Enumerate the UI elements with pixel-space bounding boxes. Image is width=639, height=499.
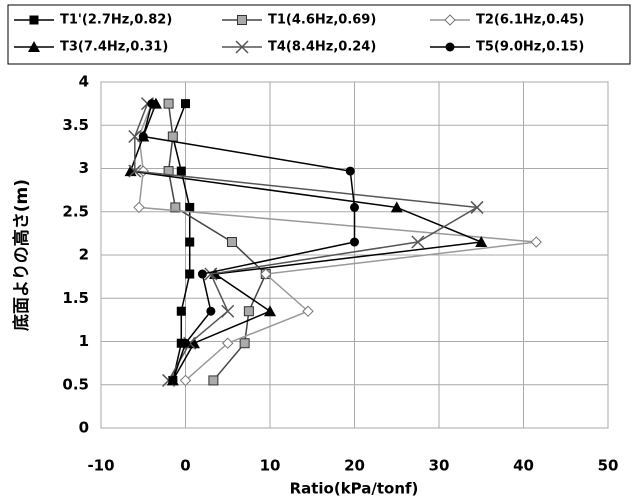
y-tick-label: 2.5 (62, 202, 89, 220)
marker (237, 15, 247, 25)
marker (138, 131, 148, 141)
marker (176, 166, 186, 176)
legend-label: T3(7.4Hz,0.31) (60, 40, 168, 55)
marker (470, 200, 484, 214)
legend-box (7, 4, 631, 65)
marker (226, 237, 237, 248)
x-tick-label: 0 (180, 457, 190, 475)
marker (302, 305, 314, 317)
y-tick-label: 3 (79, 159, 89, 177)
marker (206, 306, 216, 316)
y-tick-label: 1.5 (62, 289, 89, 307)
marker (350, 202, 359, 212)
marker (147, 99, 157, 109)
marker (243, 306, 254, 317)
marker (390, 201, 403, 213)
y-tick-label: 3.5 (62, 116, 89, 134)
y-tick-label: 1 (79, 332, 89, 350)
marker (170, 202, 181, 213)
x-tick-label: 30 (429, 457, 450, 475)
marker (222, 337, 234, 349)
marker (176, 306, 186, 316)
x-tick-label: 10 (260, 457, 281, 475)
marker (260, 268, 272, 280)
y-axis-label: 底面よりの高さ(m) (11, 179, 32, 331)
marker (350, 237, 359, 247)
marker (181, 99, 190, 109)
marker (181, 338, 190, 348)
marker (221, 304, 235, 318)
marker (530, 236, 542, 248)
marker (235, 40, 249, 54)
marker (185, 269, 195, 279)
marker (411, 235, 425, 249)
legend-label: T4(8.4Hz,0.24) (268, 40, 376, 55)
y-tick-label: 4 (79, 73, 89, 91)
marker (444, 14, 456, 26)
marker (168, 375, 178, 385)
marker (475, 236, 488, 248)
marker (197, 269, 207, 279)
x-tick-label: 50 (598, 457, 619, 475)
marker (29, 15, 39, 25)
marker (185, 237, 195, 247)
x-tick-label: 20 (344, 457, 365, 475)
marker (204, 267, 218, 281)
legend-label: T1'(2.7Hz,0.82) (60, 13, 172, 28)
marker (128, 129, 142, 144)
legend-label: T2(6.1Hz,0.45) (476, 13, 584, 28)
marker (163, 98, 174, 109)
legend-label: T1(4.6Hz,0.69) (268, 13, 376, 28)
marker (345, 166, 355, 176)
legend-label: T5(9.0Hz,0.15) (476, 40, 584, 55)
y-tick-label: 2 (79, 246, 89, 264)
x-tick-label: 40 (513, 457, 534, 475)
x-tick-label: -10 (87, 457, 114, 475)
marker (445, 42, 455, 52)
marker (264, 305, 276, 317)
y-tick-label: 0.5 (62, 375, 89, 393)
y-tick-label: 0 (79, 419, 89, 437)
marker (185, 202, 195, 212)
marker (179, 374, 192, 387)
marker (128, 164, 142, 178)
marker (167, 131, 178, 142)
marker (133, 201, 145, 214)
marker (208, 375, 219, 386)
marker (239, 338, 250, 349)
x-axis-label: Ratio(kPa/tonf) (290, 480, 419, 498)
marker (28, 41, 40, 52)
